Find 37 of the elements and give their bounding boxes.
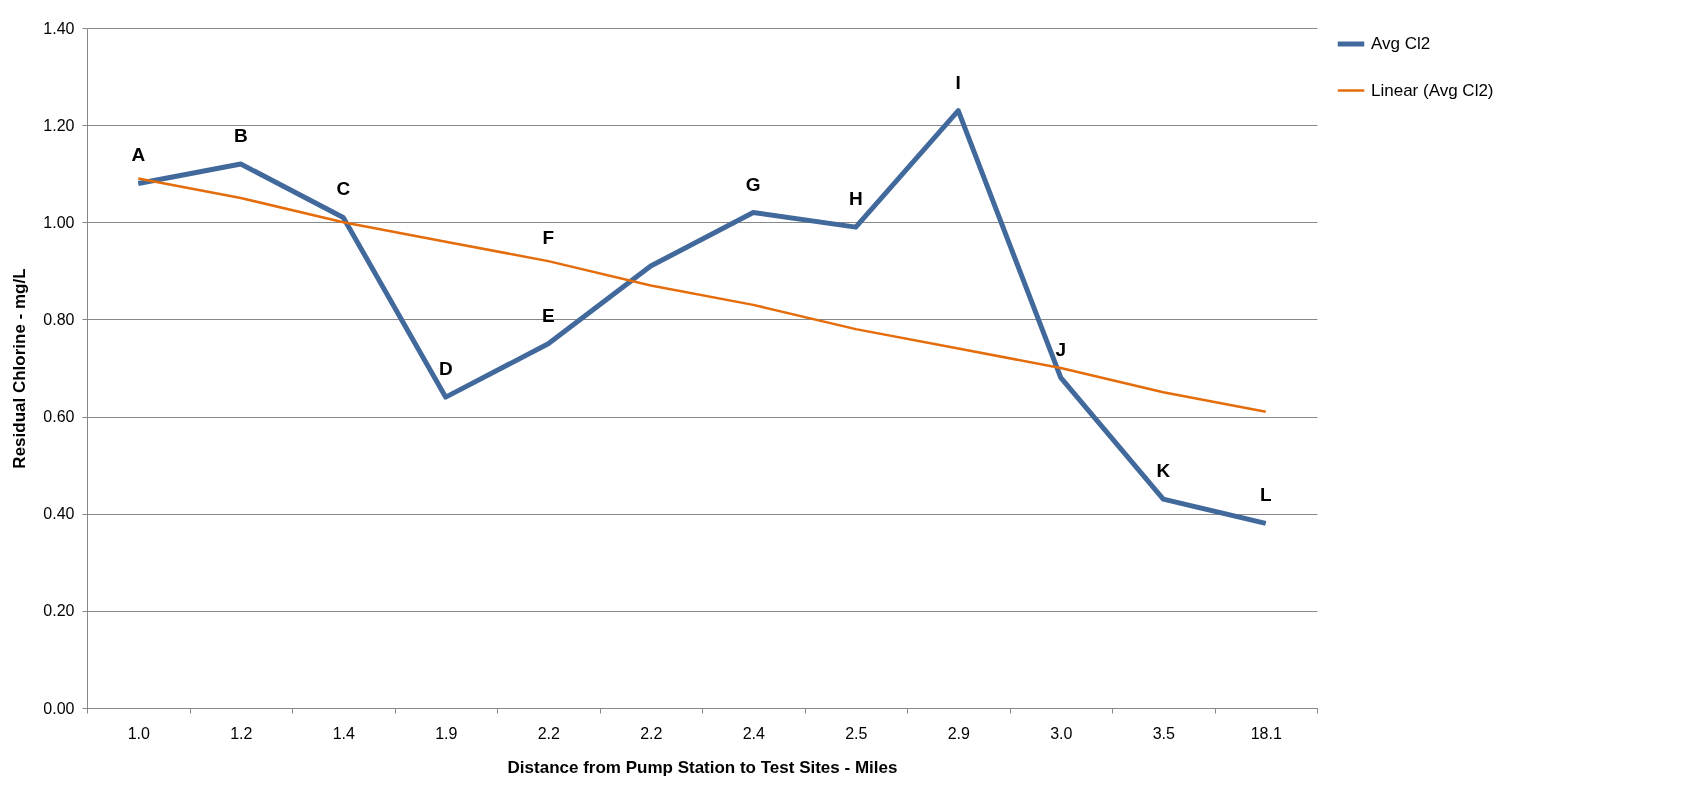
x-tick-label: 1.9	[435, 724, 458, 742]
annotation: B	[233, 125, 248, 146]
x-tick-label: 2.4	[742, 724, 765, 742]
x-tick-label: 2.5	[845, 724, 868, 742]
line-series	[137, 177, 1267, 413]
annotation: C	[336, 178, 351, 200]
y-tick-label: 0.20	[43, 602, 75, 620]
y-tick-label: 0.80	[43, 310, 75, 328]
y-tick-label: 1.20	[43, 116, 75, 134]
annotation: I	[955, 71, 961, 93]
y-axis-title: Residual Chlorine - mg/L	[10, 268, 30, 469]
y-tick-label: 0.60	[43, 408, 75, 426]
x-tick-label: 2.2	[537, 724, 560, 742]
x-tick-label: 3.5	[1152, 724, 1175, 742]
x-tick-label: 1.4	[332, 724, 355, 742]
annotation: A	[131, 144, 146, 166]
x-tick-label: 2.2	[640, 724, 663, 742]
x-tick-label: 2.9	[947, 724, 970, 742]
annotation: F	[542, 227, 555, 248]
annotation: J	[1055, 338, 1067, 360]
x-tick-label: 3.0	[1050, 724, 1073, 742]
x-axis-title: Distance from Pump Station to Test Sites - Miles	[507, 757, 898, 777]
x-tick-label: 1.2	[230, 724, 253, 742]
y-tick-label: 0.40	[43, 505, 75, 523]
x-tick-label: 18.1	[1250, 724, 1282, 742]
y-tick-label: 1.40	[43, 19, 75, 37]
annotation: L	[1259, 484, 1272, 506]
annotation: E	[541, 304, 555, 326]
annotation: K	[1156, 460, 1171, 482]
y-tick-label: 1.00	[43, 213, 75, 231]
x-tick-label: 1.0	[127, 724, 150, 742]
legend-label: Avg Cl2	[1371, 34, 1431, 53]
annotation: G	[745, 173, 761, 195]
y-tick-label: 0.00	[43, 699, 75, 717]
legend-label: Linear (Avg Cl2)	[1371, 80, 1494, 100]
annotation: H	[848, 188, 863, 210]
annotation: D	[438, 358, 453, 380]
